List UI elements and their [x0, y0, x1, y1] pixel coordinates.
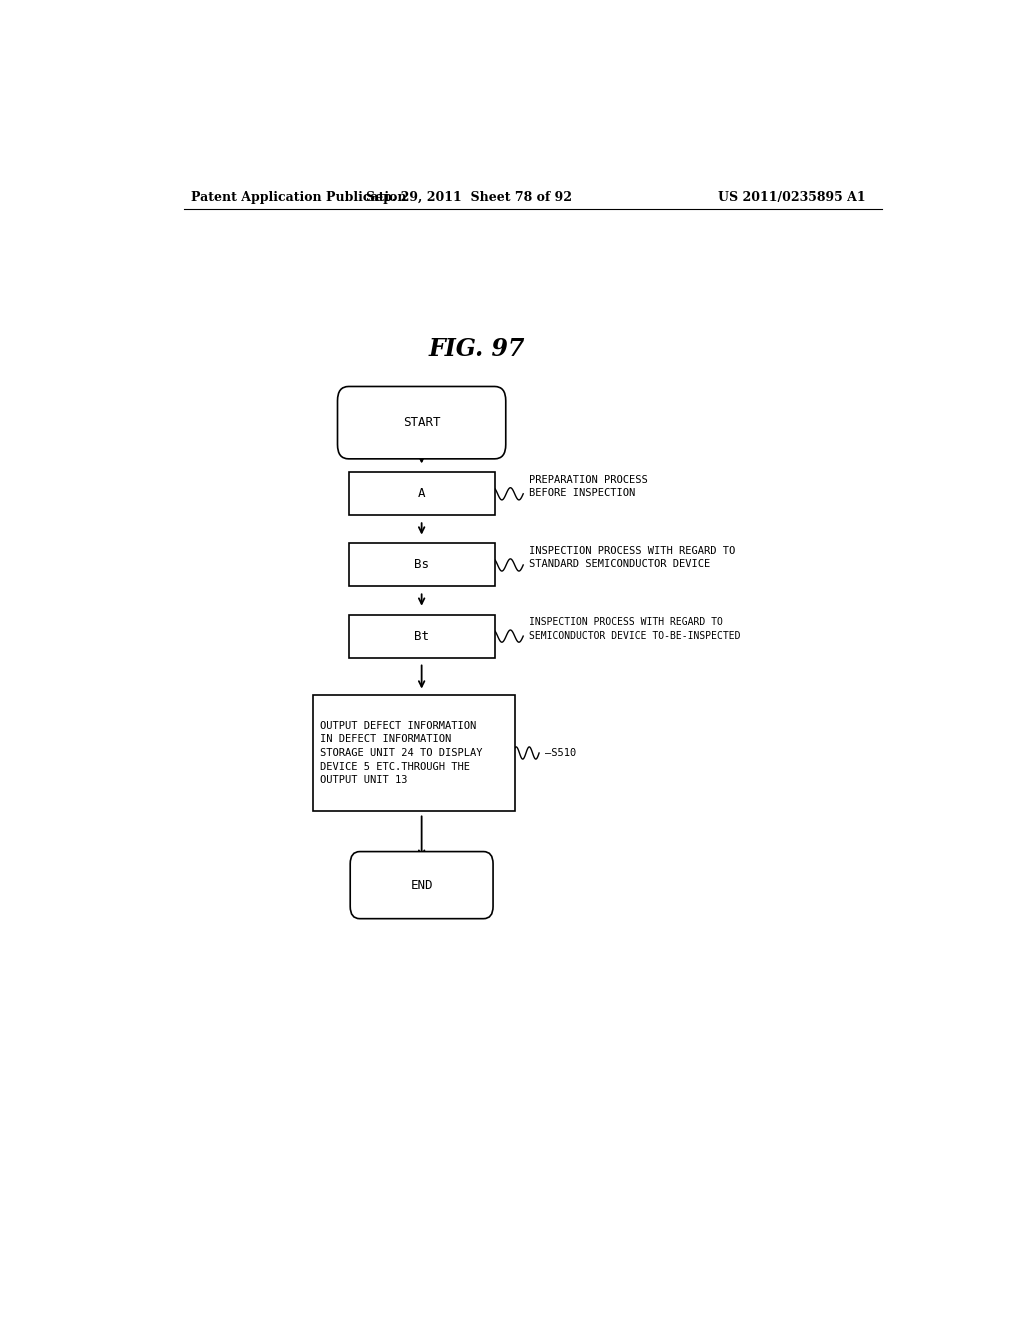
Bar	[312, 694, 515, 812]
FancyBboxPatch shape	[350, 851, 494, 919]
Text: US 2011/0235895 A1: US 2011/0235895 A1	[719, 190, 866, 203]
Bar	[348, 544, 495, 586]
Text: Patent Application Publication: Patent Application Publication	[191, 190, 407, 203]
Text: INSPECTION PROCESS WITH REGARD TO
SEMICONDUCTOR DEVICE TO-BE-INSPECTED: INSPECTION PROCESS WITH REGARD TO SEMICO…	[528, 618, 740, 640]
FancyBboxPatch shape	[338, 387, 506, 459]
Text: FIG. 97: FIG. 97	[429, 338, 525, 362]
Text: —S510: —S510	[545, 748, 575, 758]
Bar	[348, 473, 495, 515]
Text: Bs: Bs	[414, 558, 429, 572]
Text: A: A	[418, 487, 425, 500]
Text: PREPARATION PROCESS
BEFORE INSPECTION: PREPARATION PROCESS BEFORE INSPECTION	[528, 475, 647, 498]
Text: END: END	[411, 879, 433, 891]
Text: START: START	[402, 416, 440, 429]
Bar	[348, 615, 495, 657]
Text: Sep. 29, 2011  Sheet 78 of 92: Sep. 29, 2011 Sheet 78 of 92	[367, 190, 572, 203]
Text: INSPECTION PROCESS WITH REGARD TO
STANDARD SEMICONDUCTOR DEVICE: INSPECTION PROCESS WITH REGARD TO STANDA…	[528, 546, 735, 569]
Text: Bt: Bt	[414, 630, 429, 643]
Text: OUTPUT DEFECT INFORMATION
IN DEFECT INFORMATION
STORAGE UNIT 24 TO DISPLAY
DEVIC: OUTPUT DEFECT INFORMATION IN DEFECT INFO…	[321, 721, 483, 785]
